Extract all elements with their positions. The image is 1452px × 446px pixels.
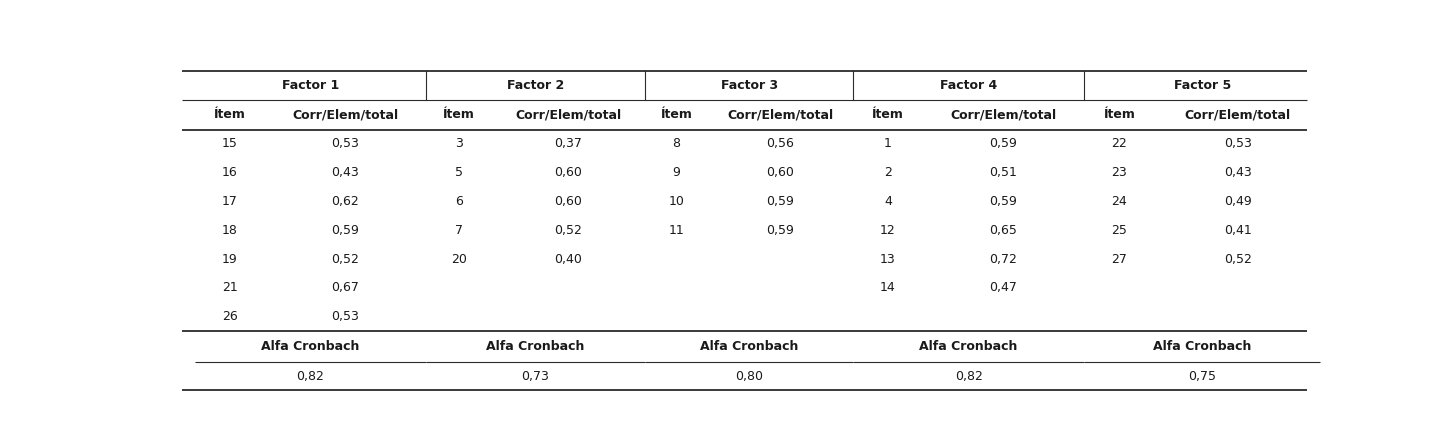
Text: 24: 24 xyxy=(1112,195,1127,208)
Text: 4: 4 xyxy=(884,195,892,208)
Text: 0,65: 0,65 xyxy=(989,224,1018,237)
Text: 23: 23 xyxy=(1112,166,1127,179)
Text: Corr/Elem/total: Corr/Elem/total xyxy=(292,108,398,121)
Text: 0,59: 0,59 xyxy=(989,137,1018,150)
Text: Corr/Elem/total: Corr/Elem/total xyxy=(1185,108,1291,121)
Text: Corr/Elem/total: Corr/Elem/total xyxy=(950,108,1056,121)
Text: 26: 26 xyxy=(222,310,238,323)
Text: 0,82: 0,82 xyxy=(296,370,324,383)
Text: 6: 6 xyxy=(454,195,463,208)
Text: 13: 13 xyxy=(880,253,896,266)
Text: Factor 3: Factor 3 xyxy=(720,79,778,92)
Text: 22: 22 xyxy=(1112,137,1127,150)
Text: 0,56: 0,56 xyxy=(767,137,794,150)
Text: 0,43: 0,43 xyxy=(331,166,359,179)
Text: 0,59: 0,59 xyxy=(331,224,359,237)
Text: 0,60: 0,60 xyxy=(555,166,582,179)
Text: Ítem: Ítem xyxy=(213,108,245,121)
Text: 0,60: 0,60 xyxy=(767,166,794,179)
Text: Factor 1: Factor 1 xyxy=(282,79,338,92)
Text: 14: 14 xyxy=(880,281,896,294)
Text: 20: 20 xyxy=(450,253,466,266)
Text: 0,41: 0,41 xyxy=(1224,224,1252,237)
Text: 0,80: 0,80 xyxy=(735,370,764,383)
Text: 0,62: 0,62 xyxy=(331,195,359,208)
Text: 21: 21 xyxy=(222,281,238,294)
Text: 10: 10 xyxy=(668,195,684,208)
Text: Corr/Elem/total: Corr/Elem/total xyxy=(515,108,621,121)
Text: 7: 7 xyxy=(454,224,463,237)
Text: Ítem: Ítem xyxy=(1104,108,1135,121)
Text: 0,37: 0,37 xyxy=(555,137,582,150)
Text: 0,73: 0,73 xyxy=(521,370,549,383)
Text: 0,59: 0,59 xyxy=(767,224,794,237)
Text: 3: 3 xyxy=(454,137,463,150)
Text: 18: 18 xyxy=(222,224,238,237)
Text: 0,43: 0,43 xyxy=(1224,166,1252,179)
Text: 0,72: 0,72 xyxy=(989,253,1018,266)
Text: 5: 5 xyxy=(454,166,463,179)
Text: 0,47: 0,47 xyxy=(989,281,1018,294)
Text: 25: 25 xyxy=(1111,224,1127,237)
Text: 0,52: 0,52 xyxy=(555,224,582,237)
Text: Alfa Cronbach: Alfa Cronbach xyxy=(1153,340,1252,353)
Text: Alfa Cronbach: Alfa Cronbach xyxy=(700,340,799,353)
Text: Ítem: Ítem xyxy=(443,108,475,121)
Text: 0,82: 0,82 xyxy=(955,370,983,383)
Text: 0,40: 0,40 xyxy=(555,253,582,266)
Text: 0,59: 0,59 xyxy=(989,195,1018,208)
Text: 0,53: 0,53 xyxy=(331,137,359,150)
Text: Alfa Cronbach: Alfa Cronbach xyxy=(919,340,1018,353)
Text: 0,51: 0,51 xyxy=(989,166,1018,179)
Text: Factor 5: Factor 5 xyxy=(1173,79,1231,92)
Text: 17: 17 xyxy=(222,195,238,208)
Text: 12: 12 xyxy=(880,224,896,237)
Text: Alfa Cronbach: Alfa Cronbach xyxy=(486,340,585,353)
Text: Corr/Elem/total: Corr/Elem/total xyxy=(727,108,833,121)
Text: 11: 11 xyxy=(668,224,684,237)
Text: 16: 16 xyxy=(222,166,238,179)
Text: Ítem: Ítem xyxy=(873,108,903,121)
Text: 9: 9 xyxy=(672,166,681,179)
Text: 2: 2 xyxy=(884,166,892,179)
Text: Factor 2: Factor 2 xyxy=(507,79,563,92)
Text: 0,49: 0,49 xyxy=(1224,195,1252,208)
Text: 0,52: 0,52 xyxy=(331,253,359,266)
Text: Factor 4: Factor 4 xyxy=(939,79,998,92)
Text: 15: 15 xyxy=(222,137,238,150)
Text: 27: 27 xyxy=(1111,253,1127,266)
Text: 0,53: 0,53 xyxy=(1224,137,1252,150)
Text: 19: 19 xyxy=(222,253,238,266)
Text: 0,75: 0,75 xyxy=(1188,370,1217,383)
Text: 0,52: 0,52 xyxy=(1224,253,1252,266)
Text: Ítem: Ítem xyxy=(661,108,693,121)
Text: 0,53: 0,53 xyxy=(331,310,359,323)
Text: 1: 1 xyxy=(884,137,892,150)
Text: 0,59: 0,59 xyxy=(767,195,794,208)
Text: Alfa Cronbach: Alfa Cronbach xyxy=(261,340,360,353)
Text: 8: 8 xyxy=(672,137,681,150)
Text: 0,67: 0,67 xyxy=(331,281,359,294)
Text: 0,60: 0,60 xyxy=(555,195,582,208)
